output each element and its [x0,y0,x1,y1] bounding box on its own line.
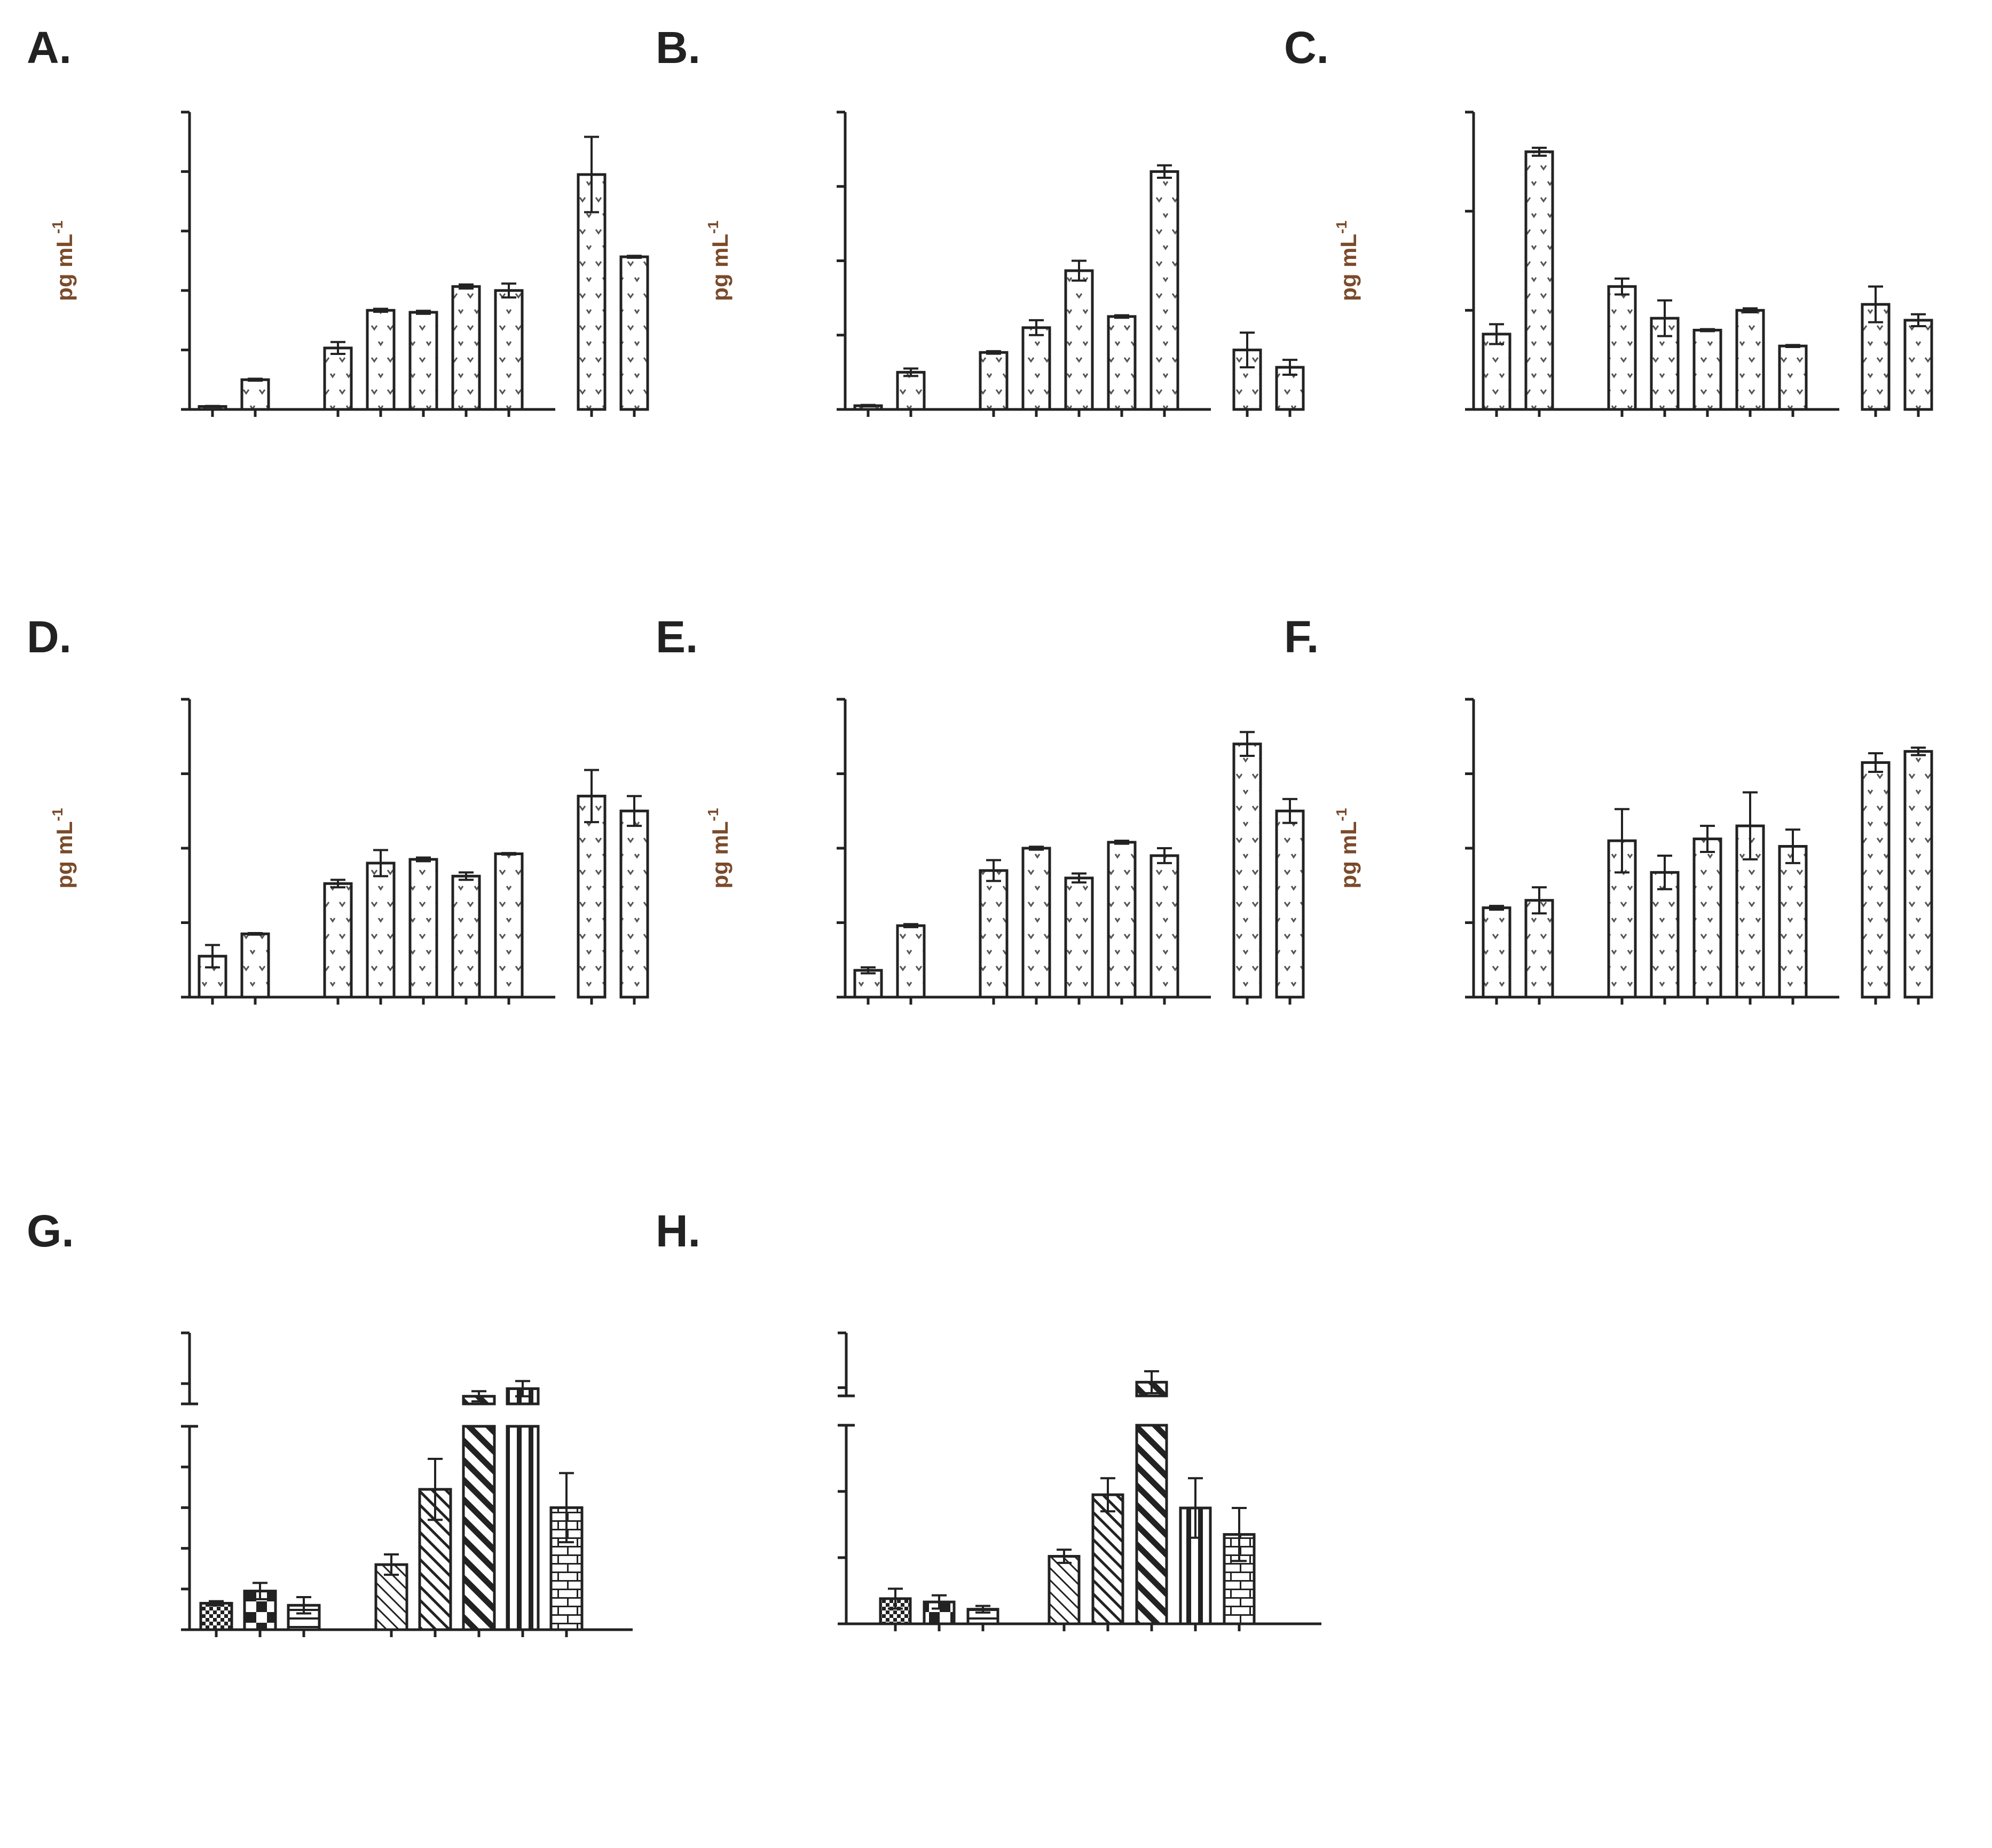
chart-il12p70: pg mL-1 [1333,698,1933,1005]
bar-bcg-parent [896,924,926,999]
bar-m-kansasii [1903,319,1933,411]
y-axis-label-superscript: -1 [49,808,66,822]
bar-fdr2 [323,346,353,411]
bar-fdr8 [1692,838,1722,999]
bar-fdr2 [979,351,1009,411]
y-axis-label: pg mL-1 [1333,220,1361,301]
y-axis-label: pg mL-1 [49,808,77,889]
bar-fdr11 [1107,841,1137,999]
bar-uninfected [1482,333,1511,411]
chart-il8: pg mL-1 [1333,110,1933,417]
bar-bcg-parent [240,378,270,411]
bar-fdr11 [506,1425,540,1631]
bar-bcg-parent [1524,150,1554,411]
y-axis-label-superscript: -1 [49,220,66,234]
bar-h37ra [1232,743,1262,999]
chart-tnfa: pg mL-1 [705,110,1305,417]
bar-fdr4 [1650,871,1680,999]
y-axis-label-text: pg mL [707,821,733,888]
chart-ifng: pg mL-1 [705,698,1305,1005]
bar-fdr4 [1021,847,1051,999]
bar-fdr4 [1021,326,1051,411]
bar-m-kansasii [619,255,649,411]
panel-label-h: H. [656,1206,700,1256]
bar-bcg-parent [240,932,270,999]
bar-fdr8 [1692,328,1722,411]
bar-fdr4 [366,309,396,411]
bar-fdr11 [451,874,481,999]
chart-il4: pg mL-1 [49,698,649,1005]
y-axis-label-text: pg mL [52,821,77,888]
bar-fdr16 [494,852,524,999]
panel-label-d: D. [27,612,72,662]
y-axis-label: pg mL-1 [705,220,733,301]
bar-m-kansasii [1903,750,1933,999]
y-axis-label-superscript: -1 [1333,220,1350,234]
y-axis-label-text: pg mL [1336,234,1361,301]
bar-m-kansasii [619,809,649,999]
chart-il1b: pg mL-1 [49,110,649,417]
bar-fdr2 [979,869,1009,999]
bar-uninfected [1482,906,1511,999]
bar-fdr16 [549,1506,584,1631]
y-axis-label-text: pg mL [707,234,733,301]
bar-fdr4 [366,862,396,999]
bar-fdr2 [1048,1555,1081,1625]
bar-fdr16 [1778,344,1808,411]
panel-label-a: A. [27,22,72,73]
bar-fdr16 [1778,845,1808,999]
bar-pbs [199,1601,233,1631]
bar-fdr8 [1135,1424,1168,1625]
panel-label-c: C. [1284,22,1329,73]
bar-fdr8 [462,1425,496,1631]
bar-fdr11 [451,285,481,411]
bar-bcg-parent [1524,899,1554,999]
bar-h37ra [577,794,607,999]
y-axis-label-superscript: -1 [1333,808,1350,822]
bar-fdr11 [1735,309,1765,411]
bar-bcg-parent [896,370,926,411]
y-axis-label: pg mL-1 [705,808,733,889]
panel-label-g: G. [27,1206,74,1256]
bar-h37ra [577,173,607,411]
panel-label-f: F. [1284,612,1319,662]
bar-fdr8 [408,311,438,411]
bar-fdr16 [494,289,524,411]
y-axis-label-text: pg mL [52,234,77,301]
bar-fdr4 [1091,1493,1124,1625]
y-axis-label-text: pg mL [1336,821,1361,888]
bar-fdr16 [1149,854,1179,999]
bar-fdr2 [1607,285,1637,411]
y-axis-label-superscript: -1 [705,220,721,234]
bar-h37ra [1861,761,1891,999]
bar-fdr16 [1149,170,1179,411]
bar-m-kansasii [1275,809,1305,999]
y-axis-label-superscript: -1 [705,808,721,822]
y-axis-label: pg mL-1 [49,220,77,301]
chart-peptide25-elispot [181,1331,633,1637]
bar-fdr11 [1107,315,1137,411]
bar-fdr8 [1064,269,1094,411]
panel-label-b: B. [656,22,700,73]
bar-fdr2 [323,882,353,999]
panel-label-e: E. [656,612,698,662]
bar-fdr8 [408,858,438,999]
chart-tb103-elispot [838,1331,1321,1631]
bar-fdr8 [1064,876,1094,999]
y-axis-label: pg mL-1 [1333,808,1361,889]
